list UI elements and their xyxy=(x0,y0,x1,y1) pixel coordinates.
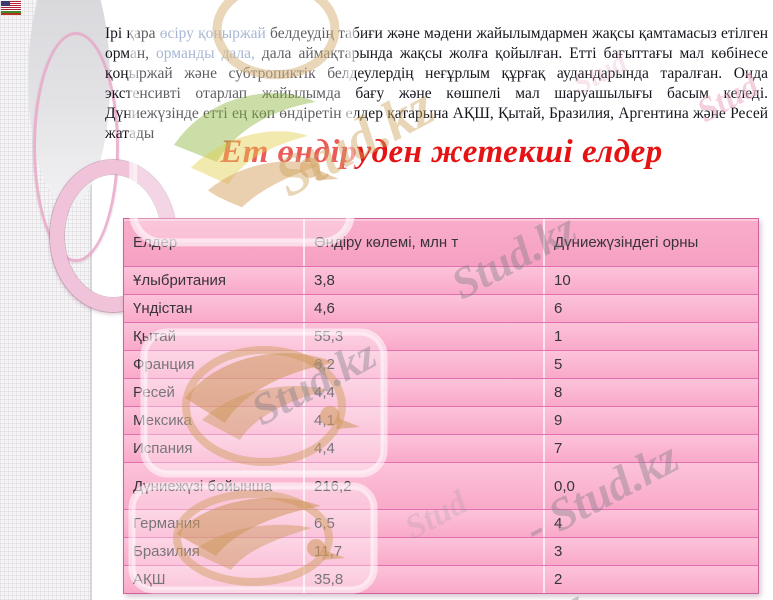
table-cell-rank: 6 xyxy=(543,295,758,322)
table-row: Испания 4,4 7 xyxy=(124,434,758,462)
table-cell-volume: 4,1 xyxy=(303,407,543,434)
table-cell-volume: 4,4 xyxy=(303,379,543,406)
table-row: Дүниежүзі бойынша 216,2 0,0 xyxy=(124,462,758,509)
header-cell-volume: Өндіру көлемі, млн т xyxy=(303,219,543,266)
table-row: Ресей 4,4 8 xyxy=(124,378,758,406)
table-cell-rank: 3 xyxy=(543,538,758,565)
us-flag-icon xyxy=(1,1,21,11)
header-cell-rank: Дүниежүзіндегі орны xyxy=(543,219,758,266)
table-cell-rank: 10 xyxy=(543,267,758,294)
table-cell-volume: 216,2 xyxy=(303,463,543,509)
table-cell-country: Дүниежүзі бойынша xyxy=(133,477,273,495)
table-row: АҚШ 35,8 2 xyxy=(124,565,758,593)
table-cell-country: Испания xyxy=(133,440,193,457)
table-cell-volume: 4,6 xyxy=(303,295,543,322)
header-cell-countries: Елдер xyxy=(133,234,178,251)
table-row: Мексика 4,1 9 xyxy=(124,406,758,434)
table-cell-volume: 6,2 xyxy=(303,351,543,378)
flag-icon xyxy=(1,1,21,15)
table-cell-rank: 4 xyxy=(543,510,758,537)
paragraph-run: орманды дала, xyxy=(156,45,262,62)
table-row: Үндістан 4,6 6 xyxy=(124,294,758,322)
table-body: Ұлыбритания 3,8 10 Үндістан 4,6 6 Қытай 55,3 1 Фр… xyxy=(124,266,758,593)
table-row: Германия 6,5 4 xyxy=(124,509,758,537)
paragraph-run: Ірі қара xyxy=(105,25,160,42)
table-cell-volume: 35,8 xyxy=(303,566,543,593)
table-cell-country: АҚШ xyxy=(133,571,166,588)
table-cell-volume: 6,5 xyxy=(303,510,543,537)
table-cell-rank: 0,0 xyxy=(543,463,758,509)
small-flag-icon xyxy=(1,11,21,15)
table-cell-rank: 5 xyxy=(543,351,758,378)
table-cell-country: Ресей xyxy=(133,384,175,401)
table-row: Ұлыбритания 3,8 10 xyxy=(124,266,758,294)
table-row: Бразилия 11,7 3 xyxy=(124,537,758,565)
table-cell-country: Үндістан xyxy=(133,300,193,317)
table-cell-country: Германия xyxy=(133,515,201,532)
table-cell-rank: 8 xyxy=(543,379,758,406)
table-cell-rank: 2 xyxy=(543,566,758,593)
table-cell-country: Франция xyxy=(133,356,195,373)
table-cell-volume: 4,4 xyxy=(303,435,543,462)
table-cell-rank: 1 xyxy=(543,323,758,350)
slide-title: Ет өндіруден жетекші елдер xyxy=(220,134,663,170)
table-header-row: Елдер Өндіру көлемі, млн т Дүниежүзіндег… xyxy=(124,219,758,266)
table-cell-volume: 3,8 xyxy=(303,267,543,294)
table-cell-country: Мексика xyxy=(133,412,192,429)
table-cell-country: Бразилия xyxy=(133,543,200,560)
table-cell-country: Ұлыбритания xyxy=(133,272,227,289)
table-cell-rank: 7 xyxy=(543,435,758,462)
meat-production-table: Елдер Өндіру көлемі, млн т Дүниежүзіндег… xyxy=(123,218,759,594)
table-row: Қытай 55,3 1 xyxy=(124,322,758,350)
paragraph-run: өсіру қоңыржай xyxy=(159,25,271,42)
table-cell-country: Қытай xyxy=(133,328,176,345)
table-cell-volume: 55,3 xyxy=(303,323,543,350)
table-cell-rank: 9 xyxy=(543,407,758,434)
intro-paragraph: Ірі қара өсіру қоңыржай белдеудің табиғи… xyxy=(105,24,768,144)
table-row: Франция 6,2 5 xyxy=(124,350,758,378)
table-cell-volume: 11,7 xyxy=(303,538,543,565)
